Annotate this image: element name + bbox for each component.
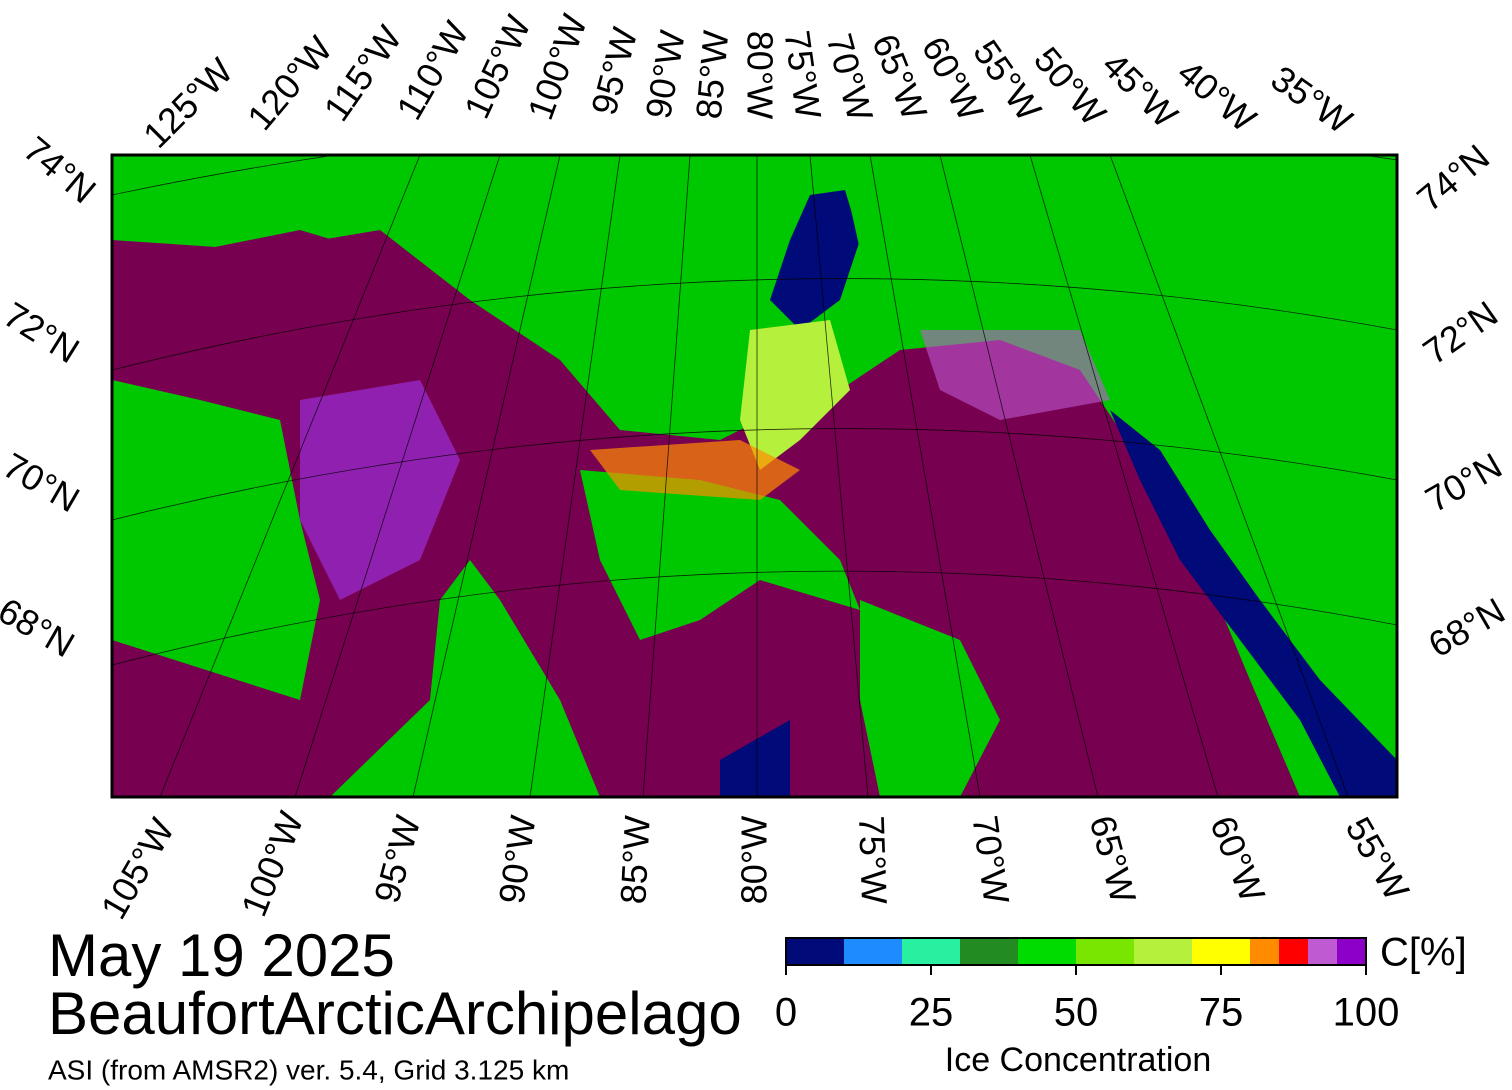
coordinate-label: 55°W [1338,810,1418,907]
colorbar-unit: C[%] [1380,931,1467,975]
coordinate-label: 45°W [1094,44,1186,136]
colorbar-segment [1250,938,1279,965]
colorbar-segment [1192,938,1250,965]
coordinate-label: 85°W [688,29,737,121]
coordinate-label: 72°N [1416,293,1505,373]
coordinate-label: 74°N [16,128,104,211]
coordinate-label: 85°W [612,815,658,905]
coordinate-label: 125°W [135,50,241,156]
colorbar-segment [902,938,960,965]
graticule [112,155,1397,797]
colorbar-tick-label: 50 [1054,991,1099,1035]
coordinate-label: 40°W [1170,52,1264,140]
coordinate-label: 35°W [1264,57,1360,141]
colorbar-segment [960,938,1018,965]
coordinate-label: 70°N [1418,445,1508,521]
coordinate-label: 80°W [734,816,775,904]
source: ASI (from AMSR2) ver. 5.4, Grid 3.125 km [48,1054,569,1085]
colorbar-segment [844,938,902,965]
coordinate-label: 72°N [0,294,87,371]
coordinate-label: 74°N [1409,136,1497,219]
coordinate-label: 105°W [93,811,183,925]
colorbar: 0 25 50 75 100 [775,937,1400,1035]
colorbar-tick-label: 100 [1333,991,1400,1035]
coordinate-label: 60°W [1202,810,1273,907]
colorbar-segment [1308,938,1337,965]
colorbar-label: Ice Concentration [945,1041,1212,1079]
coordinate-label: 65°W [1082,811,1144,907]
coordinate-label: 95°W [366,811,428,907]
coordinate-label: 80°W [739,31,780,119]
colorbar-segment [1337,938,1366,965]
coordinate-label: 70°N [0,445,87,521]
coordinate-label: 68°N [0,590,82,666]
colorbar-segment [786,938,844,965]
coordinate-label: 75°W [851,815,895,905]
colorbar-tick-label: 25 [909,991,954,1035]
date: May 19 2025 [48,922,395,989]
colorbar-segment [1076,938,1134,965]
coordinate-label: 120°W [239,28,340,137]
map [112,155,1397,797]
colorbar-tick-label: 75 [1199,991,1244,1035]
coordinate-label: 100°W [233,806,312,922]
region: BeaufortArcticArchipelago [48,980,742,1047]
colorbar-segment [1279,938,1308,965]
coordinate-label: 68°N [1421,590,1511,666]
colorbar-segment [1018,938,1076,965]
coordinate-label: 70°W [965,813,1018,906]
coordinate-label: 90°W [637,27,693,121]
map-frame [110,153,1399,799]
colorbar-tick-label: 0 [775,991,797,1035]
coordinate-label: 115°W [315,18,409,128]
coordinate-label: 95°W [583,23,645,119]
coordinate-label: 50°W [1026,39,1114,133]
coordinate-label: 90°W [491,813,544,906]
colorbar-segment [1134,938,1192,965]
